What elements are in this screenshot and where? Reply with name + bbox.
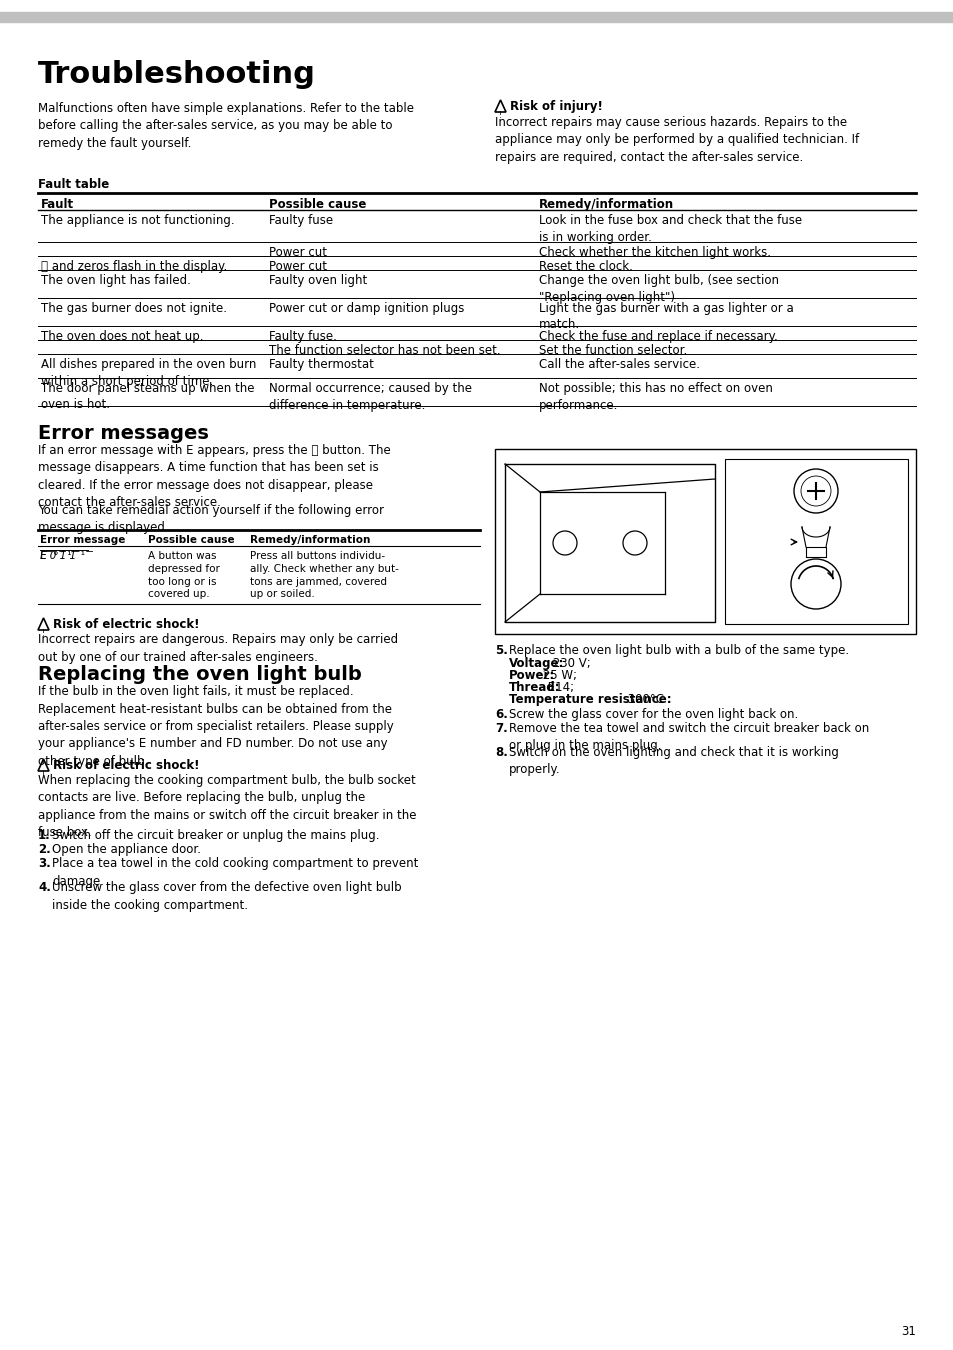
Text: Fault: Fault (41, 198, 74, 211)
Text: Possible cause: Possible cause (269, 198, 366, 211)
Text: Error messages: Error messages (38, 424, 209, 443)
Text: Switch on the oven lighting and check that it is working
properly.: Switch on the oven lighting and check th… (509, 747, 838, 776)
Text: E 0 1 1: E 0 1 1 (40, 551, 76, 562)
Text: Normal occurrence; caused by the
difference in temperature.: Normal occurrence; caused by the differe… (269, 382, 472, 412)
Text: ⌛ and zeros flash in the display.: ⌛ and zeros flash in the display. (41, 261, 227, 273)
Text: Faulty thermostat: Faulty thermostat (269, 358, 374, 371)
Text: !: ! (498, 112, 501, 120)
Text: Screw the glass cover for the oven light back on.: Screw the glass cover for the oven light… (509, 707, 798, 721)
Text: Replace the oven light bulb with a bulb of the same type.: Replace the oven light bulb with a bulb … (509, 644, 848, 657)
Text: Light the gas burner with a gas lighter or a
match.: Light the gas burner with a gas lighter … (538, 302, 793, 332)
Text: Thread:: Thread: (509, 680, 560, 694)
Text: E̅°̅¹̅¹̅: E̅°̅¹̅¹̅ (40, 551, 94, 562)
Text: 8.: 8. (495, 747, 507, 759)
Text: Switch off the circuit breaker or unplug the mains plug.: Switch off the circuit breaker or unplug… (52, 829, 379, 842)
Text: Faulty fuse.: Faulty fuse. (269, 329, 336, 343)
Text: A button was
depressed for
too long or is
covered up.: A button was depressed for too long or i… (148, 551, 219, 599)
Text: Possible cause: Possible cause (148, 535, 234, 545)
Text: 5.: 5. (495, 644, 507, 657)
Text: Remedy/information: Remedy/information (538, 198, 674, 211)
Text: Power:: Power: (509, 670, 555, 682)
Text: Faulty oven light: Faulty oven light (269, 274, 367, 288)
Text: Temperature resistance:: Temperature resistance: (509, 693, 671, 706)
Text: 1.: 1. (38, 829, 51, 842)
Text: E14;: E14; (543, 680, 574, 694)
Text: Troubleshooting: Troubleshooting (38, 59, 315, 89)
Text: 2.: 2. (38, 842, 51, 856)
Bar (0, 12, 953, 22)
Text: !: ! (42, 771, 45, 779)
Text: Replacing the oven light bulb: Replacing the oven light bulb (38, 666, 361, 684)
Text: The oven light has failed.: The oven light has failed. (41, 274, 191, 288)
Text: Reset the clock.: Reset the clock. (538, 261, 632, 273)
Text: Error message: Error message (40, 535, 125, 545)
Text: 7.: 7. (495, 722, 507, 734)
Text: Voltage:: Voltage: (509, 657, 564, 670)
Text: Malfunctions often have simple explanations. Refer to the table
before calling t: Malfunctions often have simple explanati… (38, 103, 414, 150)
Text: The door panel steams up when the
oven is hot.: The door panel steams up when the oven i… (41, 382, 254, 412)
Text: Incorrect repairs are dangerous. Repairs may only be carried
out by one of our t: Incorrect repairs are dangerous. Repairs… (38, 633, 397, 663)
Text: Faulty fuse: Faulty fuse (269, 215, 333, 227)
Bar (495, 450, 915, 634)
Text: If an error message with E appears, press the ⌛ button. The
message disappears. : If an error message with E appears, pres… (38, 444, 391, 509)
Text: When replacing the cooking compartment bulb, the bulb socket
contacts are live. : When replacing the cooking compartment b… (38, 774, 416, 840)
Text: 4.: 4. (38, 882, 51, 894)
Text: Not possible; this has no effect on oven
performance.: Not possible; this has no effect on oven… (538, 382, 772, 412)
Text: If the bulb in the oven light fails, it must be replaced.
Replacement heat-resis: If the bulb in the oven light fails, it … (38, 684, 394, 768)
Text: You can take remedial action yourself if the following error
message is displaye: You can take remedial action yourself if… (38, 504, 384, 535)
Text: Place a tea towel in the cold cooking compartment to prevent
damage.: Place a tea towel in the cold cooking co… (52, 857, 418, 887)
Text: Unscrew the glass cover from the defective oven light bulb
inside the cooking co: Unscrew the glass cover from the defecti… (52, 882, 401, 911)
Text: Check whether the kitchen light works.: Check whether the kitchen light works. (538, 246, 770, 259)
Text: Call the after-sales service.: Call the after-sales service. (538, 358, 700, 371)
Text: Open the appliance door.: Open the appliance door. (52, 842, 201, 856)
Text: 230 V;: 230 V; (548, 657, 590, 670)
Text: !: ! (42, 629, 45, 639)
Bar (724, 459, 907, 624)
Text: The appliance is not functioning.: The appliance is not functioning. (41, 215, 234, 227)
Text: 25 W;: 25 W; (538, 670, 577, 682)
Text: Change the oven light bulb, (see section
"Replacing oven light"): Change the oven light bulb, (see section… (538, 274, 779, 304)
Text: 31: 31 (901, 1324, 915, 1338)
Text: Remedy/information: Remedy/information (250, 535, 370, 545)
Text: Check the fuse and replace if necessary.: Check the fuse and replace if necessary. (538, 329, 777, 343)
Text: Fault table: Fault table (38, 178, 110, 190)
Text: Press all buttons individu-
ally. Check whether any but-
tons are jammed, covere: Press all buttons individu- ally. Check … (250, 551, 398, 599)
Text: Risk of electric shock!: Risk of electric shock! (53, 618, 199, 630)
Text: 6.: 6. (495, 707, 507, 721)
Text: Power cut: Power cut (269, 261, 327, 273)
Text: The function selector has not been set.: The function selector has not been set. (269, 344, 500, 356)
Text: Power cut or damp ignition plugs: Power cut or damp ignition plugs (269, 302, 464, 315)
Text: Risk of injury!: Risk of injury! (510, 100, 602, 113)
Text: Power cut: Power cut (269, 246, 327, 259)
Text: The gas burner does not ignite.: The gas burner does not ignite. (41, 302, 227, 315)
Text: 300°C: 300°C (623, 693, 663, 706)
Text: Incorrect repairs may cause serious hazards. Repairs to the
appliance may only b: Incorrect repairs may cause serious haza… (495, 116, 859, 163)
Text: Look in the fuse box and check that the fuse
is in working order.: Look in the fuse box and check that the … (538, 215, 801, 243)
Text: Set the function selector.: Set the function selector. (538, 344, 686, 356)
Text: The oven does not heat up.: The oven does not heat up. (41, 329, 203, 343)
Text: Remove the tea towel and switch the circuit breaker back on
or plug in the mains: Remove the tea towel and switch the circ… (509, 722, 868, 752)
Text: Risk of electric shock!: Risk of electric shock! (53, 759, 199, 772)
Text: 3.: 3. (38, 857, 51, 869)
Text: All dishes prepared in the oven burn
within a short period of time.: All dishes prepared in the oven burn wit… (41, 358, 256, 387)
